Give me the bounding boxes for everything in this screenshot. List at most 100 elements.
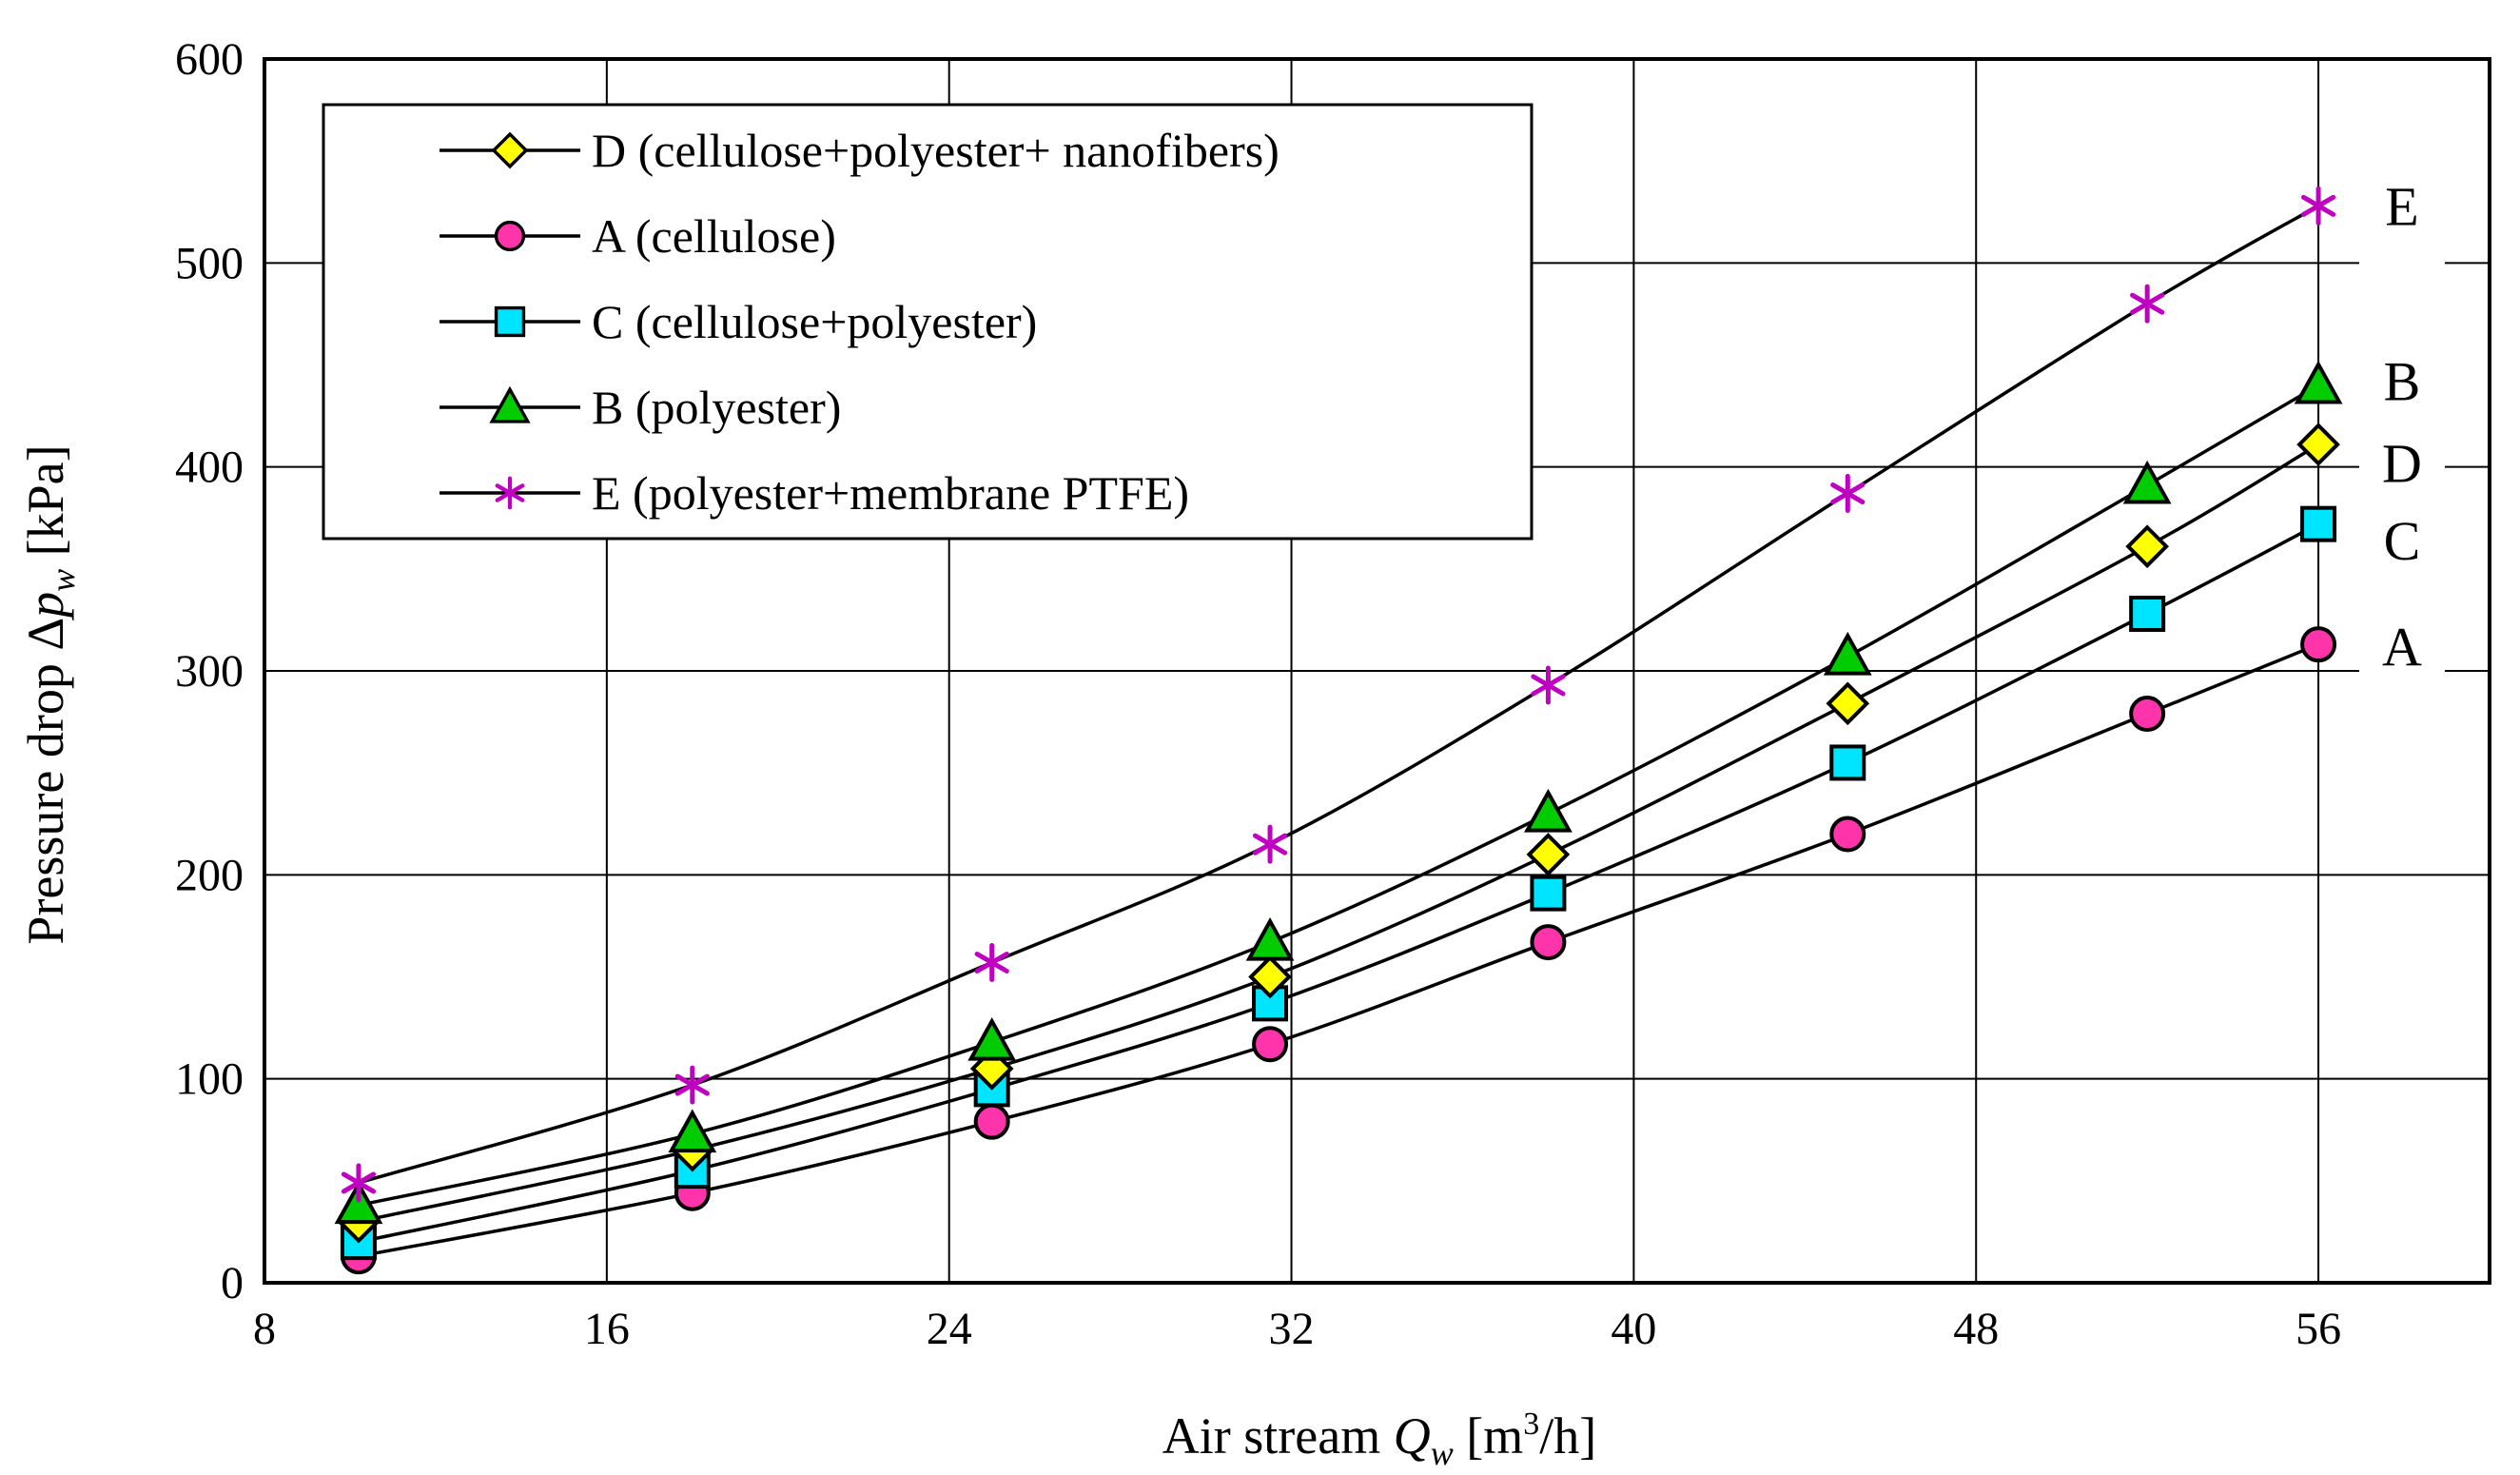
x-axis-title-units-prefix: [m: [1466, 1407, 1523, 1465]
x-axis-title-units-sup: 3: [1523, 1406, 1539, 1442]
star-stroke: [495, 483, 525, 502]
y-tick-label: 200: [175, 850, 244, 900]
legend-marker: [491, 131, 529, 169]
data-point-A: [1252, 1026, 1289, 1063]
data-point-B: [668, 1109, 717, 1153]
series-line-A: [358, 642, 2319, 1258]
star-stroke: [674, 1073, 710, 1096]
end-labels: D AC B E: [2382, 175, 2422, 678]
data-point-D: [1826, 681, 1870, 726]
x-axis-ticks: 8 16 24 32 40 48 56: [253, 1304, 2341, 1354]
series-line-D: [358, 442, 2319, 1224]
legend-label: A (cellulose): [592, 209, 836, 263]
series-markers-E: [341, 186, 2336, 1203]
y-axis-title-symbol: p: [17, 592, 74, 621]
data-point-C: [2129, 595, 2166, 632]
y-axis-title-text: Pressure drop Δ: [17, 618, 74, 945]
y-tick-label: 0: [221, 1258, 244, 1308]
legend-label: B (polyester): [592, 381, 841, 434]
series-markers-D: [337, 423, 2340, 1244]
star-stroke: [1531, 674, 1566, 697]
data-point-E: [2130, 284, 2165, 324]
data-point-E: [1531, 665, 1566, 705]
end-labels-backdrop: [2359, 140, 2445, 712]
y-tick-label: 100: [175, 1054, 244, 1105]
series-line-B: [358, 384, 2319, 1208]
data-point-B: [1524, 788, 1573, 833]
legend-item-E: E (polyester+membrane PTFE): [440, 466, 1189, 520]
legend-label: E (polyester+membrane PTFE): [592, 466, 1189, 520]
x-axis-title-units-suffix: /h]: [1539, 1407, 1596, 1465]
data-point-B: [334, 1180, 383, 1225]
data-point-E: [674, 1065, 710, 1105]
data-point-D: [1248, 954, 1292, 999]
legend-marker: [494, 305, 526, 338]
series-layer: [334, 186, 2343, 1275]
end-label-D: D: [2382, 432, 2422, 494]
legend-item-C: C (cellulose+polyester): [440, 295, 1037, 348]
data-point-D: [1526, 833, 1571, 876]
data-point-B: [967, 1016, 1017, 1061]
legend-marker: [495, 476, 525, 510]
data-point-C: [1829, 744, 1866, 781]
plot-area-frame: [263, 57, 2491, 1285]
x-tick-label: 16: [584, 1304, 630, 1354]
legend-item-D: D (cellulose+polyester+ nanofibers): [440, 124, 1280, 177]
y-tick-label: 400: [175, 442, 244, 493]
x-tick-label: 40: [1611, 1304, 1656, 1354]
data-point-E: [1830, 474, 1866, 514]
legend-marker: [494, 220, 526, 252]
end-label-A: A: [2382, 616, 2422, 678]
data-point-E: [341, 1163, 377, 1203]
legend-item-A: A (cellulose): [440, 209, 836, 263]
star-stroke: [1830, 482, 1866, 505]
series-markers-B: [334, 360, 2343, 1225]
data-point-B: [2122, 460, 2172, 504]
star-stroke: [2300, 194, 2336, 217]
star-stroke: [974, 951, 1009, 974]
star-stroke: [341, 1171, 377, 1194]
data-point-B: [2294, 360, 2343, 404]
x-tick-label: 8: [253, 1304, 276, 1354]
end-label-E: E: [2385, 175, 2418, 237]
data-point-D: [2125, 524, 2169, 569]
y-axis-title: Pressure drop Δpw [kPa]: [17, 444, 82, 944]
x-tick-label: 24: [927, 1304, 972, 1354]
data-point-A: [2129, 696, 2166, 733]
x-tick-label: 48: [1953, 1304, 1999, 1354]
legend-item-B: B (polyester): [440, 381, 841, 434]
y-tick-label: 500: [175, 238, 244, 288]
data-point-E: [2300, 186, 2336, 226]
data-point-E: [1252, 824, 1288, 864]
x-tick-label: 32: [1269, 1304, 1315, 1354]
x-axis-title: Air stream Qw [m3/h]: [1162, 1406, 1596, 1472]
data-point-D: [2296, 423, 2340, 466]
series-line-E: [358, 204, 2319, 1185]
y-tick-label: 300: [175, 646, 244, 697]
x-tick-label: 56: [2295, 1304, 2341, 1354]
star-stroke: [2130, 292, 2165, 315]
data-point-C: [1530, 875, 1567, 912]
data-point-C: [2300, 505, 2337, 542]
y-tick-label: 600: [175, 34, 244, 85]
legend-marker: [489, 385, 531, 423]
x-axis-title-subscript: w: [1431, 1434, 1454, 1472]
legend-label: C (cellulose+polyester): [592, 295, 1037, 348]
data-point-A: [1829, 816, 1866, 853]
end-label-C: C: [2384, 510, 2421, 572]
data-point-A: [2300, 626, 2337, 663]
series-line-C: [358, 522, 2319, 1244]
star-stroke: [1252, 833, 1288, 856]
data-point-A: [973, 1103, 1010, 1140]
y-axis-title-units: [kPa]: [17, 444, 74, 556]
data-point-E: [974, 942, 1009, 982]
legend: D (cellulose+polyester+ nanofibers) A (ce…: [322, 103, 1533, 541]
data-point-B: [1823, 631, 1872, 676]
x-axis-title-symbol: Q: [1394, 1407, 1431, 1465]
series-markers-A: [340, 626, 2337, 1275]
data-point-A: [1530, 924, 1567, 961]
y-axis-ticks: 0 100 200 300 400 500 600: [175, 34, 244, 1308]
x-axis-title-text: Air stream: [1162, 1407, 1380, 1465]
end-label-B: B: [2384, 351, 2421, 413]
